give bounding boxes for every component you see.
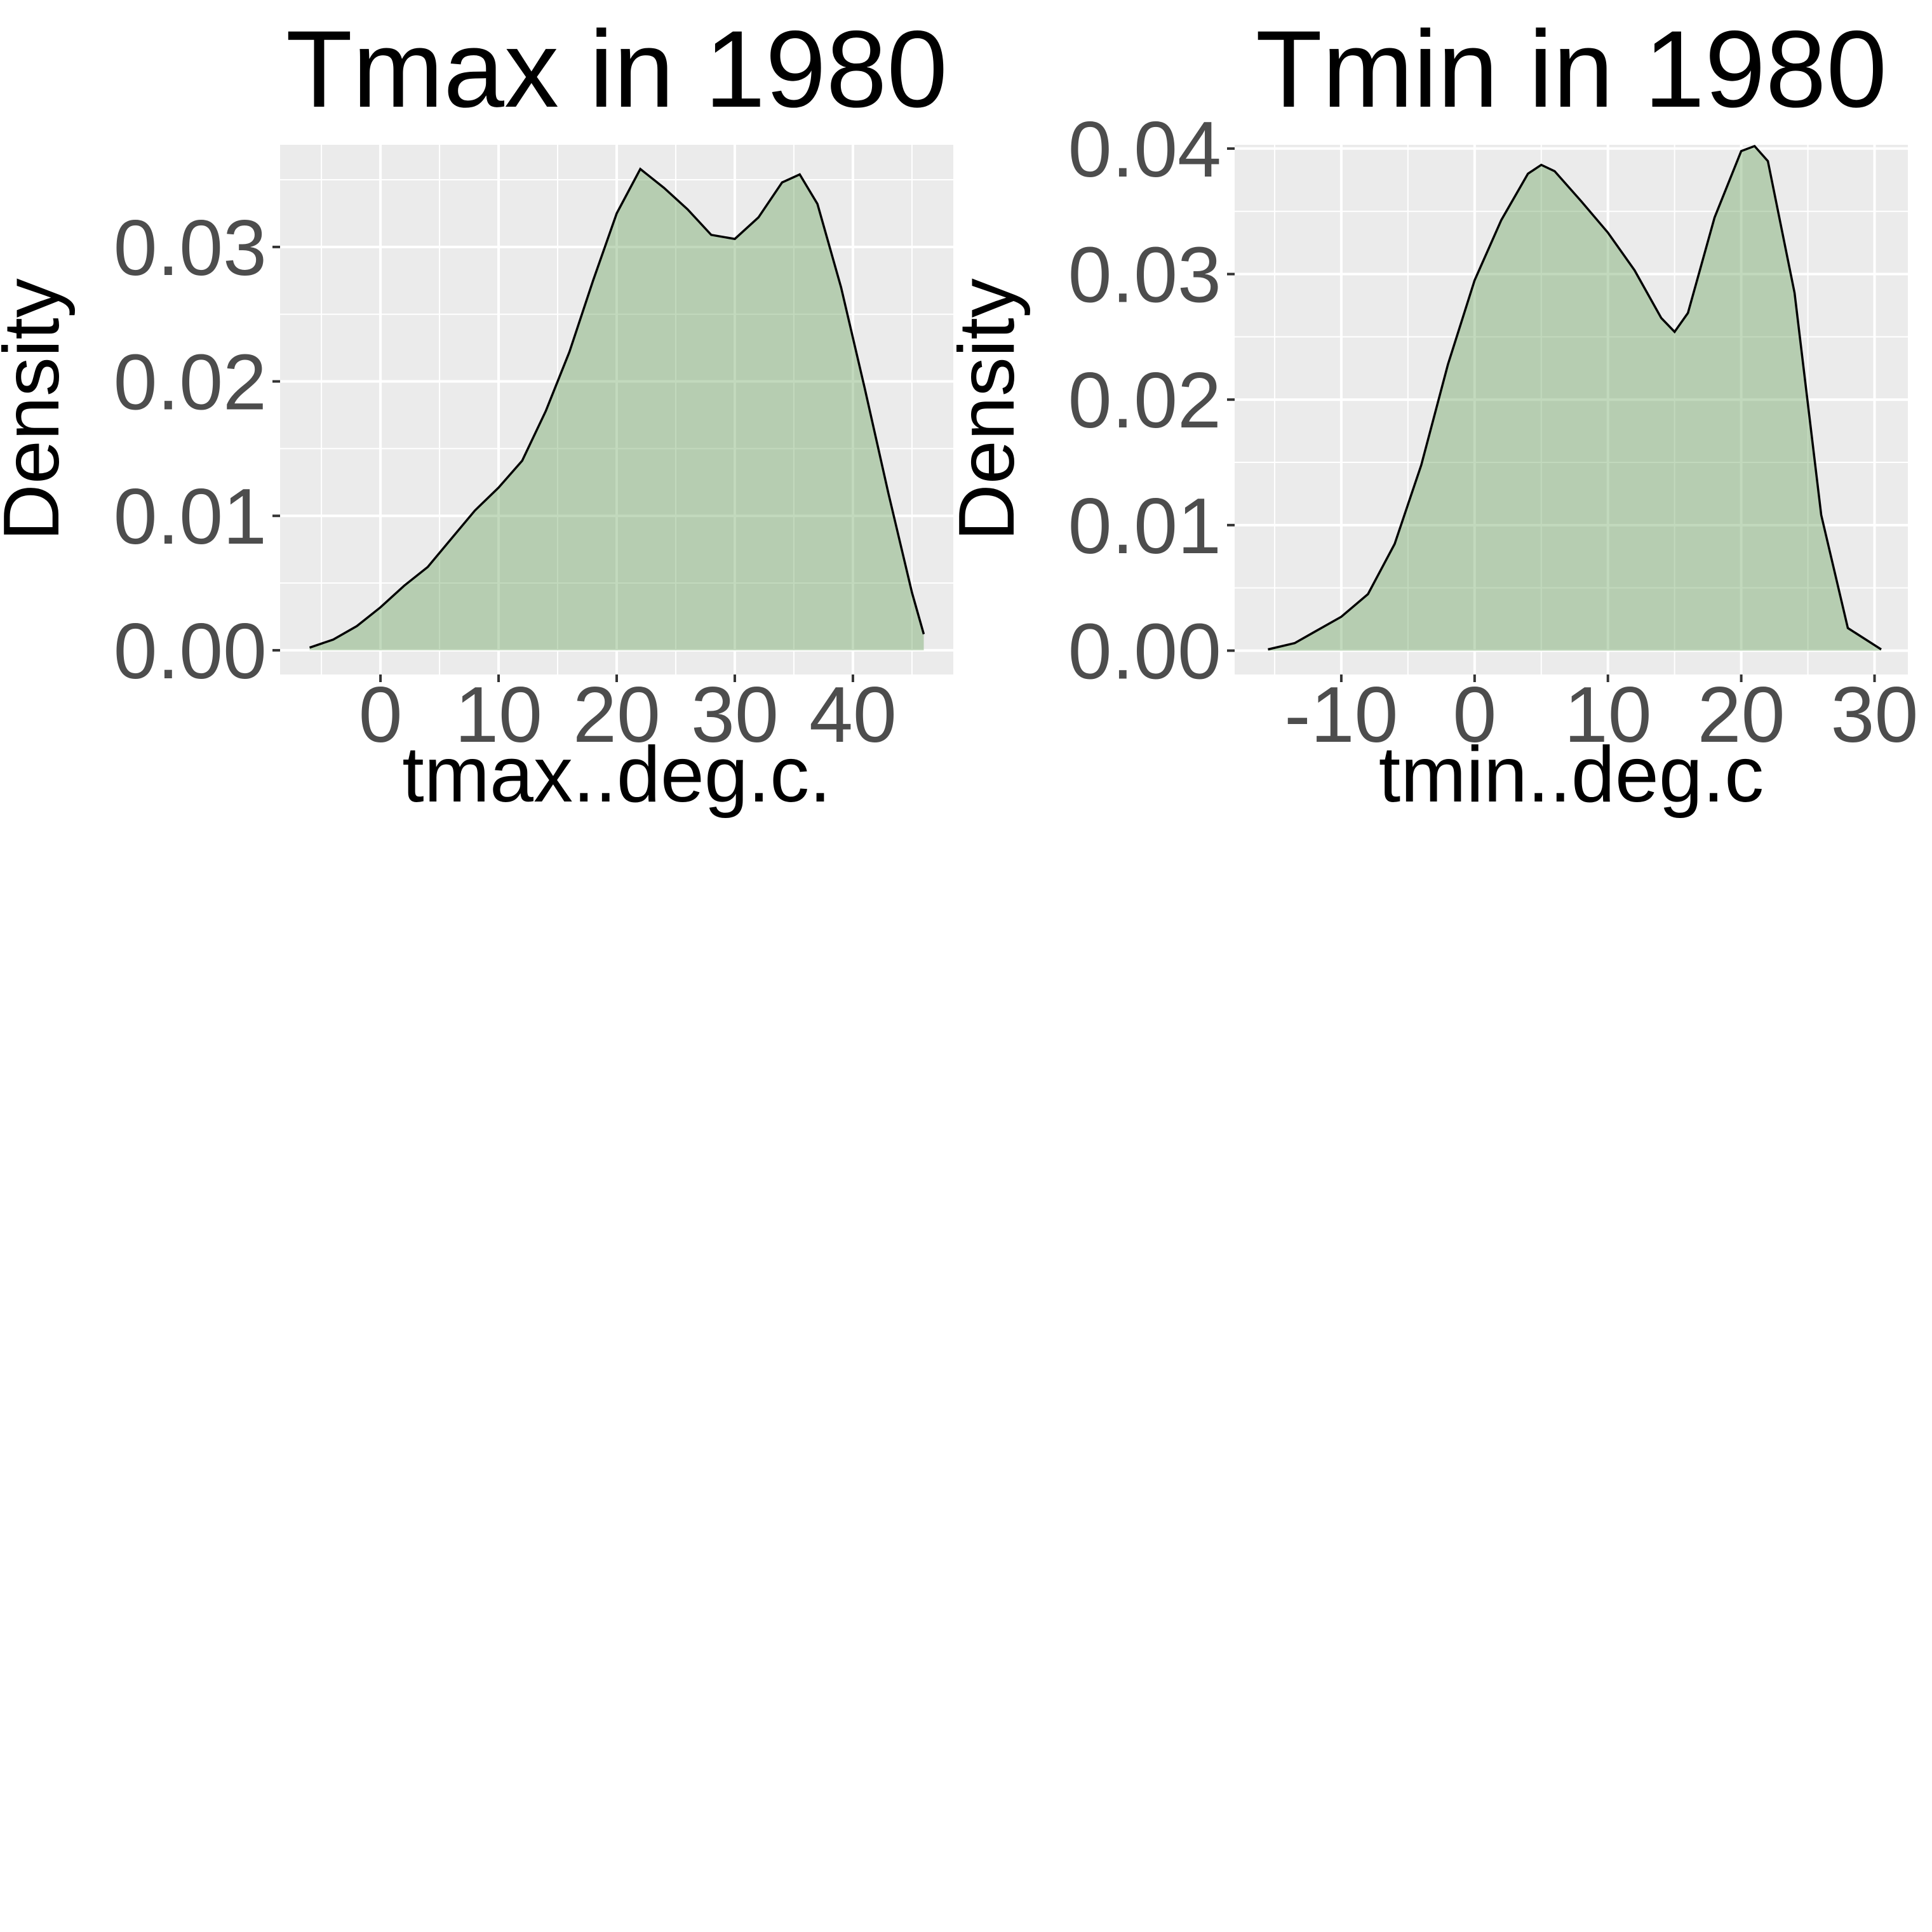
y-axis-title: Density xyxy=(0,278,76,540)
y-tick-label: 0.01 xyxy=(1068,483,1221,570)
x-tick-label: 0 xyxy=(359,671,403,759)
y-tick-label: 0.01 xyxy=(114,473,267,561)
chart-title: Tmax in 1980 xyxy=(286,8,948,130)
y-tick-label: 0.00 xyxy=(114,608,267,695)
x-axis: 0 10 20 30 40 xyxy=(359,671,897,759)
x-tick-label: 20 xyxy=(573,671,661,759)
density-curve xyxy=(1268,144,1882,651)
y-tick-label: 0.02 xyxy=(114,339,267,427)
plot-panel-background xyxy=(1235,145,1908,674)
x-tick-label: 30 xyxy=(1831,671,1919,759)
y-axis: 0.00 0.01 0.02 0.03 xyxy=(114,205,280,695)
gridlines xyxy=(280,145,953,674)
y-axis-title: Density xyxy=(943,278,1031,540)
y-tick-label: 0.03 xyxy=(114,205,267,292)
density-curve xyxy=(309,167,925,649)
gridlines xyxy=(1235,145,1908,674)
density-area xyxy=(1268,146,1881,651)
x-tick-label: 10 xyxy=(1564,671,1652,759)
x-axis: -10 0 10 20 30 xyxy=(1284,671,1918,759)
x-axis-title: tmax..deg.c. xyxy=(402,731,831,819)
chart-panel-2: -10 0 10 20 30 0.00 0.01 0.02 0.03 0.04 Tmin in 19… xyxy=(943,8,1918,819)
y-tick-label: 0.04 xyxy=(1068,106,1221,194)
x-tick-label: 30 xyxy=(691,671,779,759)
x-axis-title: tmin..deg.c xyxy=(1379,731,1764,819)
density-area xyxy=(309,169,924,650)
x-tick-label: 20 xyxy=(1698,671,1785,759)
y-tick-label: 0.00 xyxy=(1068,608,1221,695)
x-tick-label: 10 xyxy=(455,671,542,759)
y-tick-label: 0.03 xyxy=(1068,232,1221,319)
x-tick-label: 40 xyxy=(809,671,897,759)
x-tick-label: 0 xyxy=(1452,671,1496,759)
x-tick-label: -10 xyxy=(1284,671,1398,759)
y-tick-label: 0.02 xyxy=(1068,357,1221,445)
y-axis: 0.00 0.01 0.02 0.03 0.04 xyxy=(1068,106,1235,695)
chart-title: Tmin in 1980 xyxy=(1256,8,1887,130)
